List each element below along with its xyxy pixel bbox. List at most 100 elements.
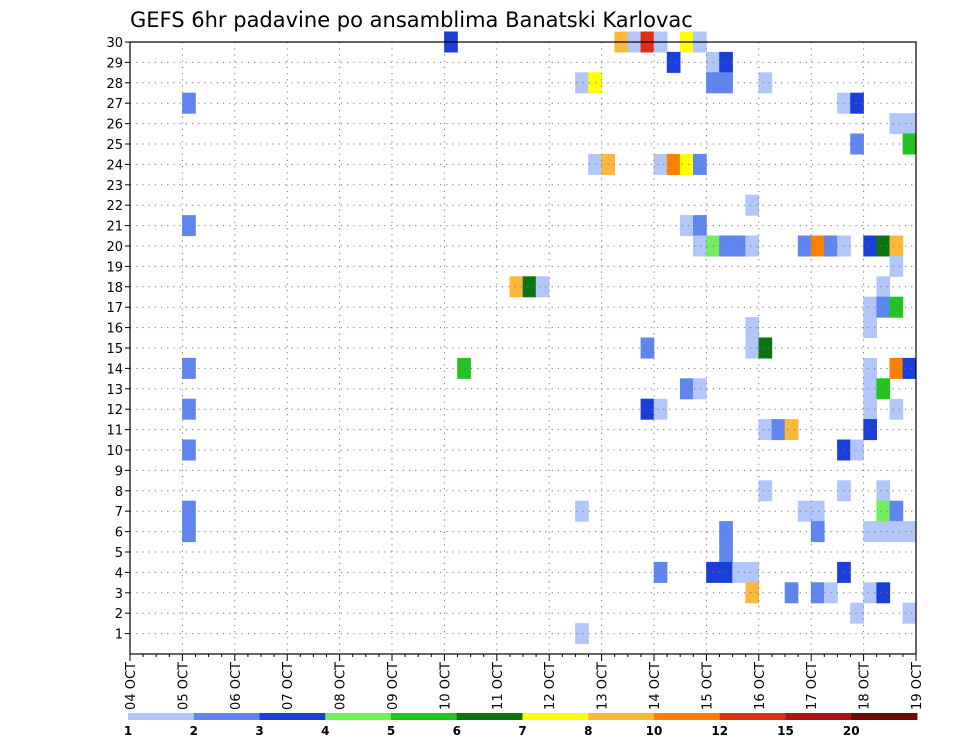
- y-tick-label: 8: [115, 485, 123, 500]
- heatmap-cell: [863, 521, 877, 543]
- heatmap-cell: [889, 357, 904, 379]
- heatmap-cell: [850, 602, 864, 624]
- heatmap-cell: [889, 521, 904, 543]
- heatmap-cell: [902, 357, 917, 379]
- y-tick-label: 23: [106, 179, 123, 194]
- heatmap-cell: [745, 194, 760, 216]
- heatmap-cell: [889, 500, 904, 522]
- colorbar-swatch: [588, 713, 655, 720]
- heatmap-cell: [889, 113, 904, 135]
- heatmap-cell: [863, 235, 877, 257]
- grid-lines: [130, 41, 916, 654]
- heatmap-cell: [771, 419, 786, 441]
- x-tick-label: 19 OCT: [910, 662, 925, 710]
- colorbar-swatch: [785, 713, 852, 720]
- colorbar-swatch: [851, 713, 918, 720]
- colorbar-label: 4: [321, 724, 329, 738]
- colorbar-swatch: [193, 713, 260, 720]
- colorbar-label: 15: [777, 724, 794, 738]
- heatmap-cell: [810, 500, 825, 522]
- heatmap-cell: [863, 378, 877, 400]
- x-axis: 04 OCT 05 OCT 06 OCT 07 OCT 08 OCT 09 OCT 10 O…: [124, 654, 925, 710]
- heatmap-cell: [797, 235, 812, 257]
- y-tick-label: 24: [106, 158, 123, 173]
- heatmap-cell: [863, 398, 877, 420]
- heatmap-cell: [797, 500, 812, 522]
- heatmap-cell: [575, 72, 589, 94]
- colorbar-swatch: [128, 713, 195, 720]
- y-tick-label: 25: [106, 138, 123, 153]
- heatmap-cell: [182, 500, 196, 522]
- heatmap-cell: [876, 296, 891, 318]
- y-tick-label: 5: [115, 546, 123, 561]
- heatmap-cell: [653, 561, 668, 583]
- y-tick-label: 17: [106, 301, 123, 316]
- heatmap-cell: [850, 439, 864, 461]
- heatmap-cell: [758, 337, 773, 359]
- y-tick-label: 27: [106, 97, 123, 112]
- heatmap-cell: [810, 235, 825, 257]
- heatmap-cell: [758, 480, 773, 502]
- heatmap-cell: [182, 439, 196, 461]
- y-axis: 1234567891011121314151617181920212223242…: [106, 36, 130, 643]
- x-tick-label: 09 OCT: [386, 662, 401, 710]
- heatmap-cell: [863, 296, 877, 318]
- y-tick-label: 9: [115, 464, 123, 479]
- heatmap-cell: [850, 133, 864, 155]
- colorbar-label: 12: [711, 724, 728, 738]
- y-tick-label: 21: [106, 220, 123, 235]
- y-tick-label: 7: [115, 505, 123, 520]
- y-tick-label: 12: [106, 403, 123, 418]
- colorbar-label: 2: [190, 724, 198, 738]
- heatmap-cell: [863, 582, 877, 604]
- colorbar-swatch: [325, 713, 392, 720]
- heatmap-cell: [457, 357, 471, 379]
- heatmap-cell: [876, 235, 891, 257]
- colorbar-label: 7: [518, 724, 526, 738]
- x-tick-label: 08 OCT: [334, 662, 349, 710]
- heatmap-cell: [889, 398, 904, 420]
- heatmap-cell: [863, 317, 877, 339]
- y-tick-label: 22: [106, 199, 123, 214]
- heatmap-cell: [784, 582, 799, 604]
- heatmap-cell: [902, 113, 917, 135]
- y-tick-label: 15: [106, 342, 123, 357]
- heatmap-cell: [902, 602, 917, 624]
- heatmap-cell: [876, 521, 891, 543]
- colorbar-swatch: [522, 713, 589, 720]
- heatmap-cell: [182, 357, 196, 379]
- x-tick-label: 14 OCT: [648, 662, 663, 710]
- heatmap-cell: [653, 398, 668, 420]
- heatmap-cell: [640, 398, 655, 420]
- chart-title: GEFS 6hr padavine po ansamblima Banatski…: [130, 8, 693, 32]
- colorbar-label: 3: [255, 724, 263, 738]
- colorbar-label: 10: [646, 724, 663, 738]
- heatmap-cell: [679, 215, 694, 237]
- heatmap-cell: [745, 337, 760, 359]
- x-tick-label: 13 OCT: [596, 662, 611, 710]
- x-tick-label: 04 OCT: [124, 662, 139, 710]
- y-tick-label: 14: [106, 362, 123, 377]
- heatmap-cell: [863, 357, 877, 379]
- heatmap-cell: [522, 276, 537, 298]
- x-tick-label: 18 OCT: [858, 662, 873, 710]
- heatmap-cell: [902, 133, 917, 155]
- heatmap-cell: [876, 378, 891, 400]
- heatmap-cell: [902, 521, 917, 543]
- y-tick-label: 20: [106, 240, 123, 255]
- heatmap-cell: [679, 153, 694, 175]
- y-tick-label: 29: [106, 56, 123, 71]
- y-tick-label: 2: [115, 607, 123, 622]
- heatmap-cell: [509, 276, 524, 298]
- heatmap-cell: [693, 153, 707, 175]
- heatmap-cell: [666, 153, 681, 175]
- heatmap-cell: [745, 561, 760, 583]
- heatmap-cell: [863, 419, 877, 441]
- y-tick-label: 6: [115, 526, 123, 541]
- colorbar-label: 5: [387, 724, 395, 738]
- heatmap-cell: [693, 235, 707, 257]
- heatmap-cell: [876, 500, 891, 522]
- colorbar-legend: 1 2 3 4 5 6 7 8 10 12 15 20: [124, 713, 918, 738]
- heatmap-cell: [850, 92, 864, 114]
- y-tick-label: 18: [106, 281, 123, 296]
